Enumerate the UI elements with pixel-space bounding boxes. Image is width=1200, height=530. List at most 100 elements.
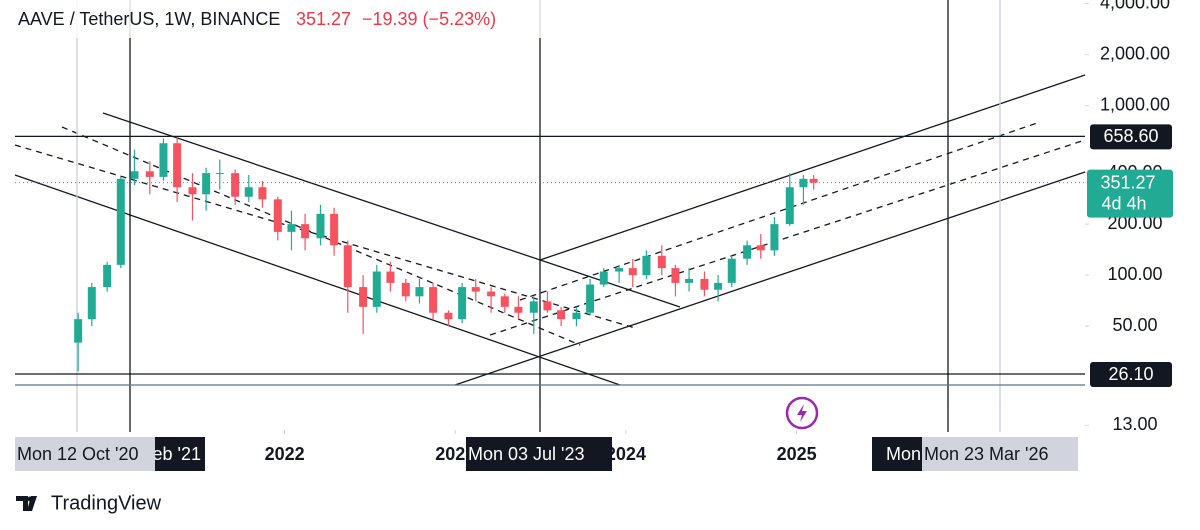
- candle-body: [343, 245, 352, 288]
- candle-body: [330, 213, 339, 246]
- y-tick-label: 100.00: [1107, 264, 1162, 284]
- candle-body: [401, 282, 410, 297]
- candle-body: [671, 268, 680, 283]
- drawings: [14, 0, 1086, 432]
- candle-body: [301, 224, 310, 239]
- date-label-box: [148, 437, 205, 471]
- candle-body: [657, 255, 666, 269]
- logo-mark: [16, 496, 37, 511]
- x-tick-label: 2022: [265, 444, 305, 464]
- symbol: AAVE / TetherUS, 1W, BINANCE: [18, 9, 280, 29]
- trend-line-dashed: [14, 144, 636, 329]
- candle-body: [458, 287, 467, 320]
- candle-body: [173, 143, 182, 188]
- candle-body: [487, 291, 496, 297]
- candle-body: [415, 287, 424, 297]
- date-label: Mon: [886, 444, 921, 464]
- y-tick-label: 1,000.00: [1100, 94, 1170, 114]
- date-label-box: [15, 437, 155, 471]
- candle-body: [359, 287, 368, 307]
- candle-body: [74, 319, 83, 343]
- candle-body: [557, 310, 566, 320]
- x-tick-label: 2025: [777, 444, 817, 464]
- price-tag: [1090, 124, 1172, 150]
- price-tag-label: 658.60: [1103, 126, 1158, 146]
- y-tick-label: 50.00: [1112, 315, 1157, 335]
- candle-body: [258, 187, 267, 200]
- logo: TradingView: [16, 492, 162, 514]
- candle-body: [386, 271, 395, 283]
- header-change: −19.39 (−5.23%): [362, 9, 496, 29]
- candle-body: [316, 213, 325, 239]
- trend-line: [102, 112, 681, 308]
- candle-body: [727, 258, 736, 283]
- y-tick-label: 200.00: [1107, 213, 1162, 233]
- y-tick-label: 13.00: [1112, 414, 1157, 434]
- date-label: Mon 12 Oct '20: [17, 444, 139, 464]
- y-tick-label: 2,000.00: [1100, 43, 1170, 63]
- candle-body: [685, 278, 694, 283]
- candle-body: [429, 287, 438, 313]
- candle-body: [770, 224, 779, 251]
- date-label-box: [872, 437, 928, 471]
- candle-body: [159, 143, 168, 177]
- candle-body: [809, 178, 818, 183]
- x-tick-label: 2023: [435, 444, 475, 464]
- candle-body: [273, 199, 282, 232]
- last-price-tag: [1087, 169, 1173, 218]
- plot: 13.0050.00100.00200.00400.001,000.002,00…: [15, 0, 1170, 464]
- candle-body: [202, 173, 211, 195]
- candle-body: [116, 178, 125, 265]
- header-bg: [0, 0, 560, 38]
- logo-dot: [27, 496, 33, 502]
- candle-body: [444, 312, 453, 320]
- brand: TradingView: [51, 492, 162, 514]
- trend-line-dashed: [519, 121, 1041, 301]
- candle-body: [215, 173, 224, 175]
- candle-body: [529, 301, 538, 313]
- candle-body: [287, 224, 296, 232]
- candle-body: [615, 268, 624, 272]
- candle-body: [599, 271, 608, 285]
- candle-body: [714, 282, 723, 290]
- candle-body: [543, 301, 552, 311]
- candle-body: [103, 264, 112, 288]
- candle-body: [471, 287, 480, 292]
- candle-body: [231, 173, 240, 197]
- candle-body: [130, 171, 139, 179]
- trend-line: [14, 174, 621, 386]
- candle-body: [642, 255, 651, 276]
- price-tag: [1090, 362, 1172, 388]
- trend-line-dashed: [489, 139, 1086, 336]
- candle-body: [572, 312, 581, 320]
- candle-body: [188, 187, 197, 195]
- date-label: Mon 23 Mar '26: [924, 444, 1049, 464]
- date-label-box: [466, 437, 612, 471]
- candle-body: [628, 268, 637, 276]
- candle-body: [87, 287, 96, 320]
- y-tick-label: 4,000.00: [1100, 0, 1170, 12]
- icon-bolt: [797, 404, 807, 422]
- candle-body: [145, 171, 154, 177]
- date-label: Feb '21: [142, 444, 201, 464]
- candle-body: [700, 278, 709, 290]
- countdown: 4d 4h: [1101, 193, 1146, 213]
- candle-body: [500, 296, 509, 307]
- price-tag-label: 26.10: [1108, 364, 1153, 384]
- icon: [785, 396, 819, 430]
- candle-body: [743, 245, 752, 259]
- trend-line: [454, 171, 1086, 386]
- candle-body: [244, 187, 253, 197]
- candle-body: [586, 284, 595, 313]
- icon-circle: [785, 396, 819, 430]
- candle-body: [785, 187, 794, 225]
- header-price: 351.27: [296, 9, 351, 29]
- last-price-label: 351.27: [1100, 172, 1155, 192]
- candle-body: [514, 306, 523, 313]
- trend-line: [539, 74, 1086, 261]
- x-tick-label: 2024: [606, 444, 646, 464]
- trend-line-dashed: [61, 126, 581, 346]
- candle-body: [756, 245, 765, 251]
